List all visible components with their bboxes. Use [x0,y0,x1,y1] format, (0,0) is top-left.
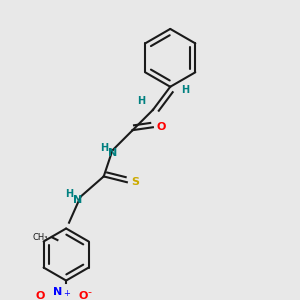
Text: O: O [35,292,45,300]
Text: H: H [137,96,146,106]
Text: O: O [157,122,166,132]
Text: -: - [87,287,91,297]
Text: N: N [73,195,82,205]
Text: CH₃: CH₃ [32,233,48,242]
Text: H: H [65,189,73,199]
Text: O: O [79,292,88,300]
Text: N: N [108,148,117,158]
Text: S: S [131,177,140,187]
Text: H: H [100,142,108,152]
Text: +: + [63,289,70,298]
Text: N: N [53,287,62,297]
Text: H: H [181,85,189,95]
